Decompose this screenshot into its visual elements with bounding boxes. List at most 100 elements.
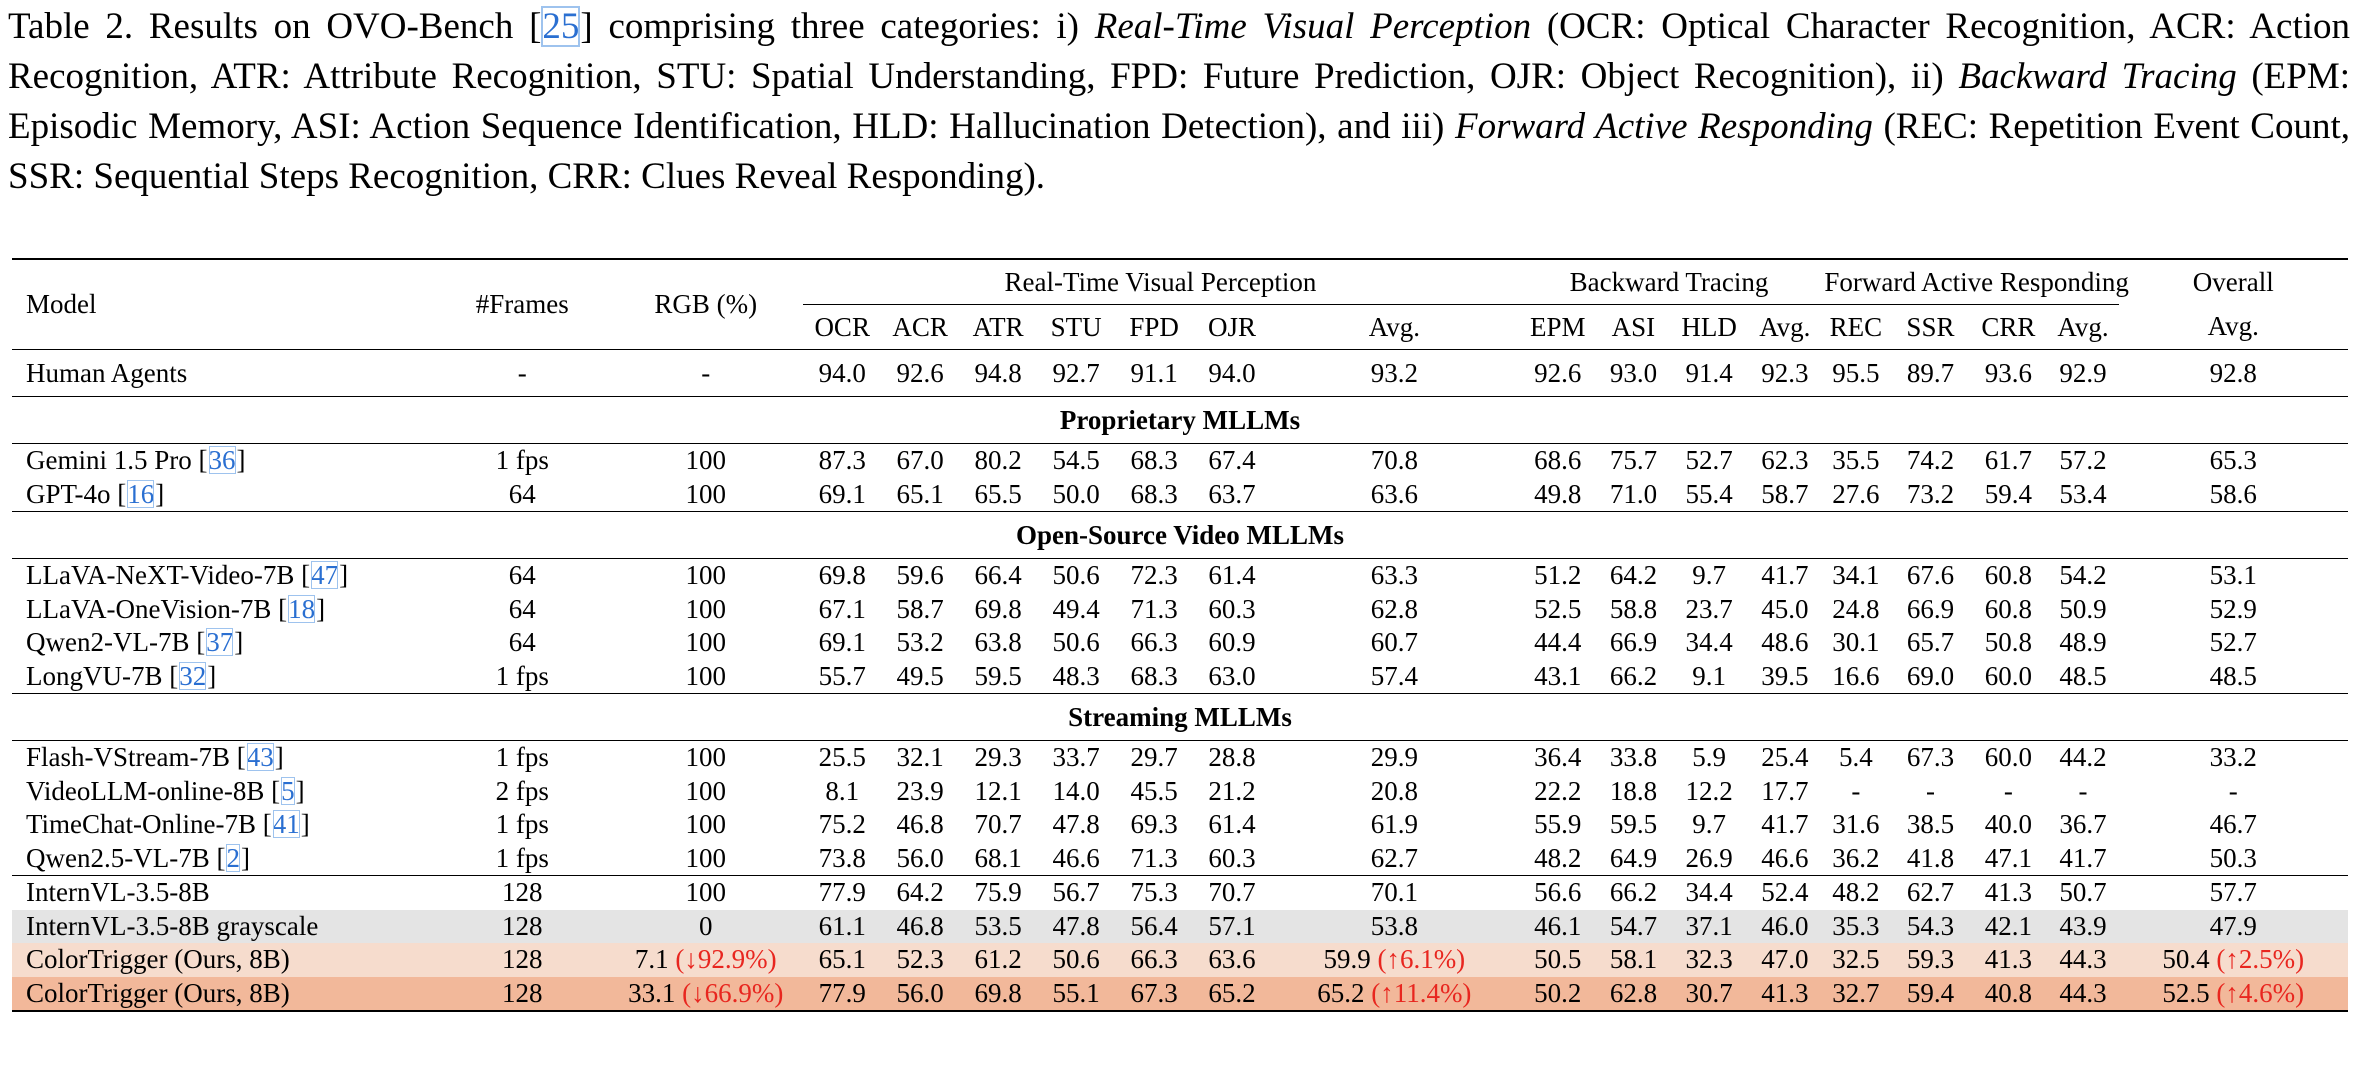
score-value: 57.1 xyxy=(1208,910,1256,941)
score-value: 44.3 xyxy=(2059,944,2107,975)
score-cell: 73.2 xyxy=(1891,478,1969,512)
table-row: LLaVA-NeXT-Video-7B [47] 64 100 69.8 59.6 66.… xyxy=(12,559,2348,593)
header-col-bt: HLD xyxy=(1681,311,1737,342)
citation-link[interactable]: 32 xyxy=(179,660,207,691)
score-cell: 69.8 xyxy=(803,559,881,593)
score-cell: 60.9 xyxy=(1193,626,1271,660)
score-cell: 42.1 xyxy=(1969,909,2048,943)
score-cell: 80.2 xyxy=(959,444,1037,478)
score-cell: 34.1 xyxy=(1820,559,1891,593)
score-cell: 65.5 xyxy=(959,478,1037,512)
score-value: 47.1 xyxy=(1984,842,2033,873)
score-cell: 57.4 xyxy=(1271,660,1518,694)
citation-bracket: ] xyxy=(339,560,349,591)
score-cell: 92.6 xyxy=(1534,357,1582,388)
rgb-delta: (↓92.9%) xyxy=(675,944,777,975)
section-title: Open-Source Video MLLMs xyxy=(12,511,2348,559)
score-value: 14.0 xyxy=(1052,775,1100,806)
model-name: ColorTrigger (Ours, 8B) xyxy=(26,977,290,1008)
citation-link[interactable]: 16 xyxy=(127,478,155,509)
score-cell: 44.4 xyxy=(1518,626,1598,660)
header-col-bt: Avg. xyxy=(1759,311,1811,342)
score-value: 64.2 xyxy=(896,877,944,908)
score-cell: 50.3 xyxy=(2119,842,2348,876)
citation-link[interactable]: 43 xyxy=(246,742,274,773)
score-cell: 68.3 xyxy=(1115,444,1193,478)
model-cell: ColorTrigger (Ours, 8B) xyxy=(12,976,437,1012)
score-value: 9.7 xyxy=(1692,560,1726,591)
score-cell: 21.2 xyxy=(1193,775,1271,809)
score-value: 32.5 xyxy=(1832,944,1880,975)
score-cell: 52.7 xyxy=(1669,444,1749,478)
score-value: 69.0 xyxy=(1906,660,1955,691)
citation-link[interactable]: 36 xyxy=(208,445,236,476)
score-cell: 50.7 xyxy=(2047,875,2119,910)
score-cell: 61.2 xyxy=(959,943,1038,977)
score-cell: 63.3 xyxy=(1271,559,1518,593)
citation-link[interactable]: 37 xyxy=(206,627,234,658)
score-value: 41.7 xyxy=(2059,842,2107,873)
citation-link[interactable]: 18 xyxy=(288,593,316,624)
citation-link[interactable]: 2 xyxy=(226,842,240,873)
caption-citation-link[interactable]: 25 xyxy=(541,6,581,47)
score-cell: 52.5 xyxy=(1518,593,1598,627)
score-value: 5.4 xyxy=(1839,742,1873,773)
header-model: Model xyxy=(26,289,97,319)
score-value: 46.7 xyxy=(2209,809,2257,840)
rgb-value: 100 xyxy=(685,560,727,591)
table-row: LongVU-7B [32] 1 fps 100 55.7 49.5 59.5 48.3 68… xyxy=(12,660,2348,694)
score-cell: 68.3 xyxy=(1115,660,1193,694)
overall-delta: (↑2.5%) xyxy=(2216,944,2305,975)
score-value: 49.5 xyxy=(896,660,944,691)
score-cell: 37.1 xyxy=(1668,909,1750,943)
score-value: 48.2 xyxy=(1832,877,1880,908)
rgb-cell: 100 xyxy=(608,875,804,910)
score-cell: 20.8 xyxy=(1271,775,1518,809)
model-name: LLaVA-NeXT-Video-7B [ xyxy=(26,560,311,591)
score-cell: 53.8 xyxy=(1271,909,1518,943)
header-col-far: SSR xyxy=(1906,311,1955,342)
score-cell: 56.7 xyxy=(1037,875,1116,910)
results-table-container: Model #Frames RGB (%) Real-Time Visual P… xyxy=(12,258,2348,1012)
score-cell: 68.1 xyxy=(959,842,1037,876)
score-value: 48.3 xyxy=(1052,660,1100,691)
score-cell: 9.7 xyxy=(1669,808,1749,842)
score-value: 56.0 xyxy=(896,977,944,1008)
score-value: 58.8 xyxy=(1609,593,1658,624)
score-cell: 36.4 xyxy=(1518,741,1598,775)
score-value: 30.1 xyxy=(1832,627,1880,658)
header-col-rtvp: ATR xyxy=(972,311,1024,342)
citation-link[interactable]: 5 xyxy=(281,775,295,806)
score-value: 69.1 xyxy=(818,478,866,509)
score-cell: 61.4 xyxy=(1193,559,1271,593)
score-value: 48.9 xyxy=(2059,627,2107,658)
score-value: 50.5 xyxy=(1534,944,1582,975)
score-cell: 75.2 xyxy=(803,808,881,842)
results-table: Model #Frames RGB (%) Real-Time Visual P… xyxy=(12,258,2348,1012)
score-cell: 43.1 xyxy=(1518,660,1598,694)
score-cell: 70.7 xyxy=(1193,875,1272,910)
score-value: 43.1 xyxy=(1534,660,1582,691)
score-cell: 62.8 xyxy=(1271,593,1518,627)
score-cell: 56.6 xyxy=(1517,875,1598,910)
score-cell: 22.2 xyxy=(1518,775,1598,809)
model-cell: InternVL-3.5-8B grayscale xyxy=(12,909,437,943)
score-cell: 23.7 xyxy=(1669,593,1749,627)
citation-link[interactable]: 41 xyxy=(272,809,300,840)
model-name: LLaVA-OneVision-7B [ xyxy=(26,593,288,624)
frames-cell: 1 fps xyxy=(495,842,549,873)
score-value: 66.4 xyxy=(974,560,1022,591)
model-cell: Qwen2-VL-7B [37] xyxy=(12,626,436,660)
frames-cell: 1 fps xyxy=(495,445,549,476)
score-value: 48.2 xyxy=(1534,842,1582,873)
score-value: 59.4 xyxy=(1984,478,2033,509)
score-cell: 60.3 xyxy=(1193,593,1271,627)
score-value: 29.7 xyxy=(1130,742,1178,773)
score-value: 16.6 xyxy=(1832,660,1880,691)
score-cell: 66.3 xyxy=(1115,626,1193,660)
score-cell: 47.0 xyxy=(1749,943,1821,977)
score-cell: 92.3 xyxy=(1761,357,1809,388)
score-cell: - xyxy=(2047,775,2118,809)
score-value: 75.7 xyxy=(1609,445,1658,476)
citation-link[interactable]: 47 xyxy=(311,560,339,591)
